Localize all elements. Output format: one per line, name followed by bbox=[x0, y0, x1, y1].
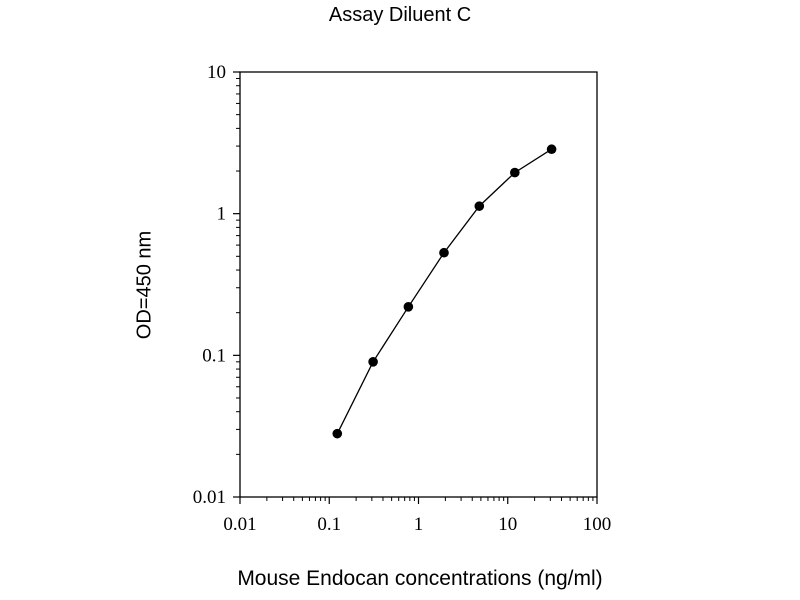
x-axis-label: Mouse Endocan concentrations (ng/ml) bbox=[237, 567, 603, 590]
data-point bbox=[474, 201, 485, 211]
y-tick-label: 0.01 bbox=[193, 487, 226, 508]
y-tick-label: 10 bbox=[207, 62, 226, 83]
data-point bbox=[439, 247, 449, 258]
y-tick-label: 0.1 bbox=[202, 345, 226, 366]
series-line bbox=[336, 148, 552, 434]
x-tick-label: 0.01 bbox=[223, 514, 256, 535]
plot-frame bbox=[239, 71, 598, 498]
y-axis-label: OD=450 nm bbox=[133, 230, 156, 340]
x-tick-label: 0.1 bbox=[317, 514, 341, 535]
x-tick-label: 10 bbox=[498, 514, 517, 535]
data-point bbox=[546, 144, 557, 155]
data-point bbox=[510, 167, 520, 178]
x-tick-label: 100 bbox=[583, 514, 612, 535]
x-tick-label: 1 bbox=[414, 514, 424, 535]
data-point bbox=[403, 302, 414, 312]
chart-title: Assay Diluent C bbox=[328, 4, 472, 26]
data-point bbox=[332, 428, 343, 439]
data-point bbox=[368, 357, 378, 367]
y-tick-label: 1 bbox=[217, 204, 227, 225]
